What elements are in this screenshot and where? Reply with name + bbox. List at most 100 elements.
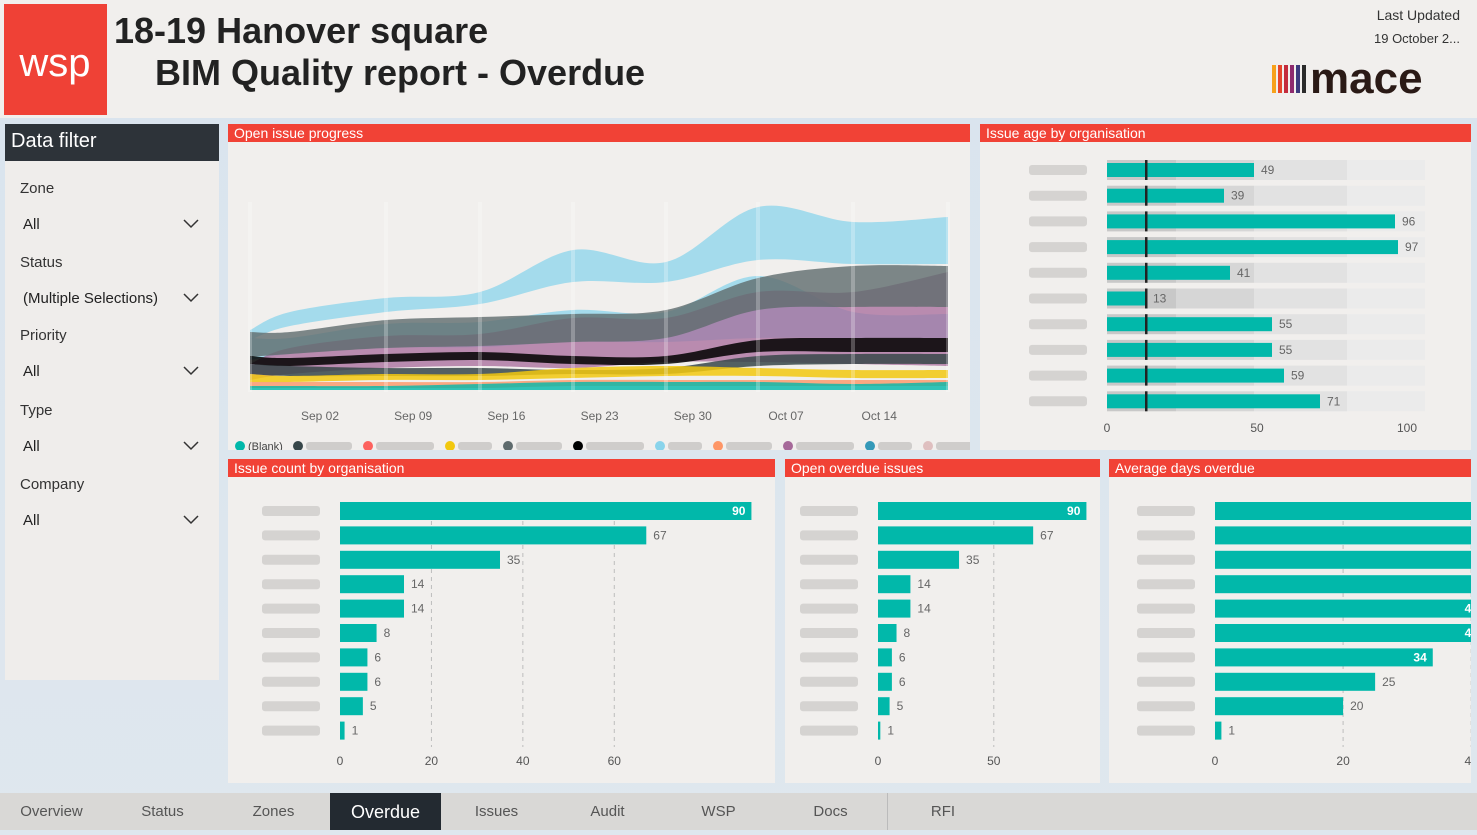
legend-marker [573,441,583,450]
tab-issues[interactable]: Issues [474,803,519,820]
data-label: 20 [1350,699,1364,713]
target-marker [1145,262,1148,283]
blurred-category-label [1137,530,1195,541]
bar [1107,291,1146,306]
tab-overview[interactable]: Overview [20,803,83,820]
tab-docs[interactable]: Docs [813,803,848,820]
range-band [1347,391,1425,412]
x-tick-label: 100 [1397,421,1417,435]
bar [878,575,911,594]
legend-marker [293,441,303,450]
legend-marker [363,441,373,450]
bar [340,502,752,520]
bar [878,550,960,569]
zone-filter-value[interactable]: All [23,216,40,233]
tab-audit[interactable]: Audit [590,803,625,820]
bar [340,624,377,642]
status-filter-label: Status [20,254,63,271]
data-label: 42 [1465,626,1471,640]
bar [340,550,500,569]
area-series [250,205,948,340]
data-label: 96 [1402,214,1416,228]
blurred-category-label [1029,370,1087,381]
bar [340,526,647,545]
type-filter-value[interactable]: All [23,438,40,455]
blurred-legend-label [936,442,970,450]
bar [878,721,881,740]
blurred-category-label [1137,506,1195,516]
legend-marker [503,441,513,450]
svg-text:wsp: wsp [18,41,90,85]
bar [1215,599,1471,618]
blurred-category-label [800,652,858,663]
data-filter-title: Data filter [5,124,219,161]
data-label: 39 [1231,189,1245,203]
blurred-category-label [800,676,858,687]
data-label: 8 [384,626,391,640]
chevron-down-icon[interactable] [183,512,199,528]
data-filter-panel: Data filter Zone All Status (Multiple Se… [5,124,219,680]
legend-label: (Blank) [248,441,283,450]
area-series [250,353,948,377]
tab-rfi[interactable]: RFI [887,793,998,830]
bar [878,672,892,691]
status-filter-value[interactable]: (Multiple Selections) [23,290,159,307]
legend-marker [865,441,875,450]
zone-filter-label: Zone [20,180,55,197]
data-label: 14 [411,577,425,591]
open-issue-progress-chart[interactable]: Sep 02 Sep 09 Sep 16 Sep 23 Sep 30 Oct 07 Oct … [228,142,970,450]
chevron-down-icon[interactable] [183,363,199,379]
target-marker [1145,391,1148,412]
bar [1215,550,1471,569]
data-label: 67 [1040,528,1054,542]
data-label: 25 [1382,675,1396,689]
open-overdue-chart[interactable]: 0 50 90 67 35 14 14 8 6 6 51 [785,477,1100,783]
tab-status[interactable]: Status [141,803,184,820]
chevron-down-icon[interactable] [183,290,199,306]
x-tick-label: Sep 09 [394,409,432,423]
bar [878,648,892,667]
average-days-chart[interactable]: 020407367474642423425201 [1109,477,1471,783]
bar [1107,214,1395,229]
bar [1107,368,1284,383]
average-days-panel: Average days overdue 0204073674746424234… [1109,459,1471,783]
blurred-category-label [262,628,320,638]
data-label: 14 [917,577,931,591]
data-label: 1 [1228,724,1235,738]
tab-zones[interactable]: Zones [252,803,295,820]
tab-wsp[interactable]: WSP [701,803,736,820]
data-label: 8 [904,626,911,640]
chevron-down-icon[interactable] [183,216,199,232]
company-filter-label: Company [20,476,85,493]
data-label: 6 [374,650,381,664]
blurred-category-label [1029,216,1087,227]
bar [1215,526,1471,545]
blurred-category-label [1137,603,1195,614]
blurred-category-label [800,628,858,638]
bar [1215,672,1376,691]
x-tick-label: Oct 07 [768,409,804,423]
blurred-category-label [800,701,858,712]
x-tick-label: Sep 30 [674,409,712,423]
bar [1107,394,1320,409]
data-label: 49 [1261,163,1275,177]
priority-filter-value[interactable]: All [23,363,40,380]
data-label: 97 [1405,240,1419,254]
blurred-category-label [1029,344,1087,355]
x-tick-label: 0 [1212,754,1219,768]
chevron-down-icon[interactable] [183,438,199,454]
issue-age-chart[interactable]: 0 50 100 49 39 96 97 41 13 55 55 59 71 [980,142,1471,450]
company-filter-value[interactable]: All [23,512,40,529]
data-label: 1 [887,724,894,738]
target-marker [1145,185,1148,206]
open-issue-progress-panel: Open issue progress Sep 02 Sep 09 Sep 16 Se… [228,124,970,450]
blurred-category-label [1029,293,1087,304]
blurred-category-label [262,579,320,590]
x-tick-label: 50 [1250,421,1264,435]
priority-filter-label: Priority [20,327,67,344]
blurred-category-label [262,530,320,541]
tab-overdue[interactable]: Overdue [330,793,441,830]
x-tick-label: Sep 16 [487,409,525,423]
target-marker [1145,237,1148,258]
